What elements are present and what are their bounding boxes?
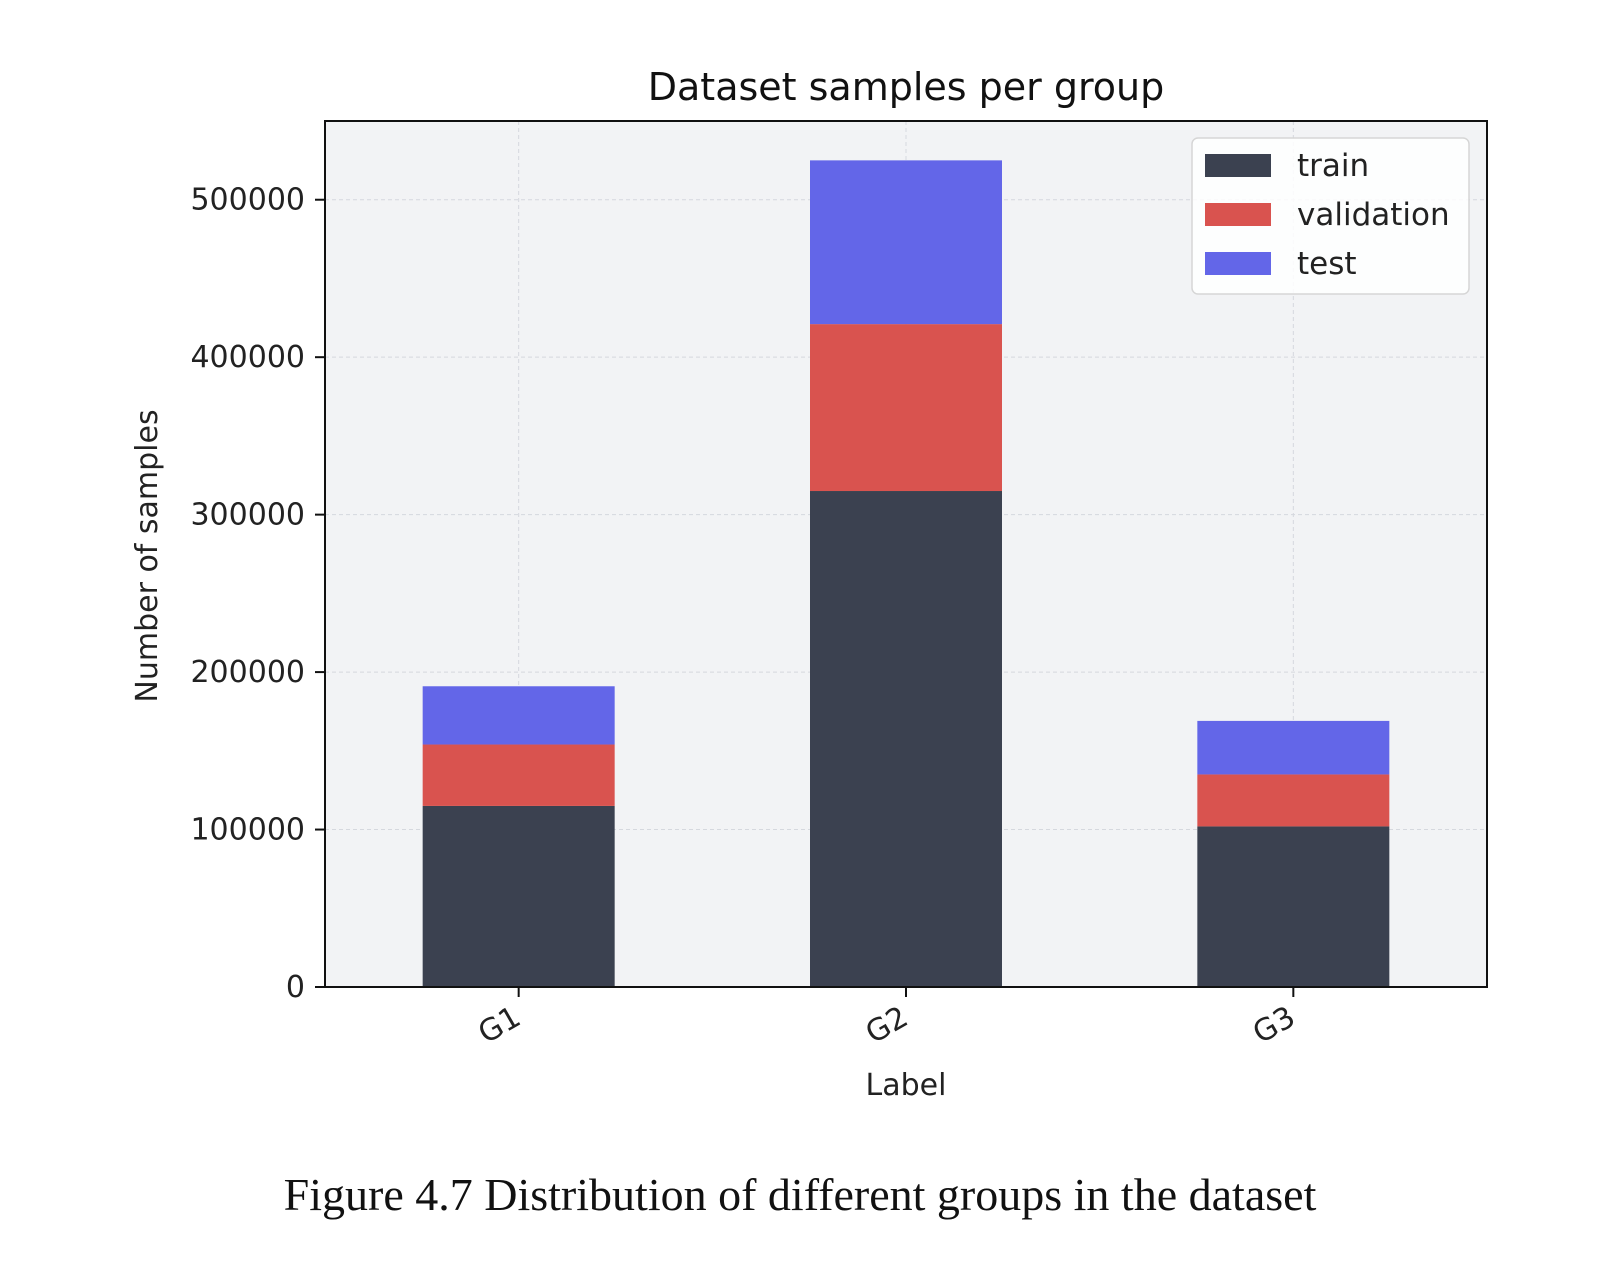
legend-swatch-test xyxy=(1205,252,1271,275)
legend-label-validation: validation xyxy=(1297,197,1450,233)
legend-swatch-validation xyxy=(1205,203,1271,226)
y-tick-label: 400000 xyxy=(190,340,305,375)
x-axis: G1 G2 G3 xyxy=(472,987,1301,1051)
x-axis-label: Label xyxy=(866,1068,947,1103)
bars xyxy=(422,160,1390,987)
x-tick-label: G2 xyxy=(860,1000,914,1051)
y-tick-label: 200000 xyxy=(190,655,305,690)
legend-label-train: train xyxy=(1297,148,1369,184)
y-tick-label: 100000 xyxy=(190,813,305,848)
bar-g2-train xyxy=(810,491,1002,987)
y-axis-label: Number of samples xyxy=(130,409,165,702)
bar-g2-validation xyxy=(810,324,1002,492)
y-tick-label: 500000 xyxy=(190,183,305,218)
bar-g2-test xyxy=(810,160,1002,325)
legend-label-test: test xyxy=(1297,246,1357,282)
figure-caption: Figure 4.7 Distribution of different gro… xyxy=(283,1169,1317,1220)
bar-g3-train xyxy=(1197,826,1390,987)
bar-g1-train xyxy=(422,805,615,987)
x-tick-label: G1 xyxy=(472,1000,526,1051)
y-tick-label: 0 xyxy=(286,970,305,1005)
bar-g1-validation xyxy=(422,744,615,806)
bar-g3-validation xyxy=(1197,774,1390,827)
legend-swatch-train xyxy=(1205,154,1271,177)
y-tick-label: 300000 xyxy=(190,498,305,533)
bar-g3-test xyxy=(1197,720,1390,775)
y-axis: 0 100000 200000 300000 400000 500000 xyxy=(190,183,325,1005)
chart-title: Dataset samples per group xyxy=(648,65,1165,109)
x-tick-label: G3 xyxy=(1247,1000,1301,1051)
legend: train validation test xyxy=(1191,137,1470,295)
bar-g1-test xyxy=(422,686,615,745)
